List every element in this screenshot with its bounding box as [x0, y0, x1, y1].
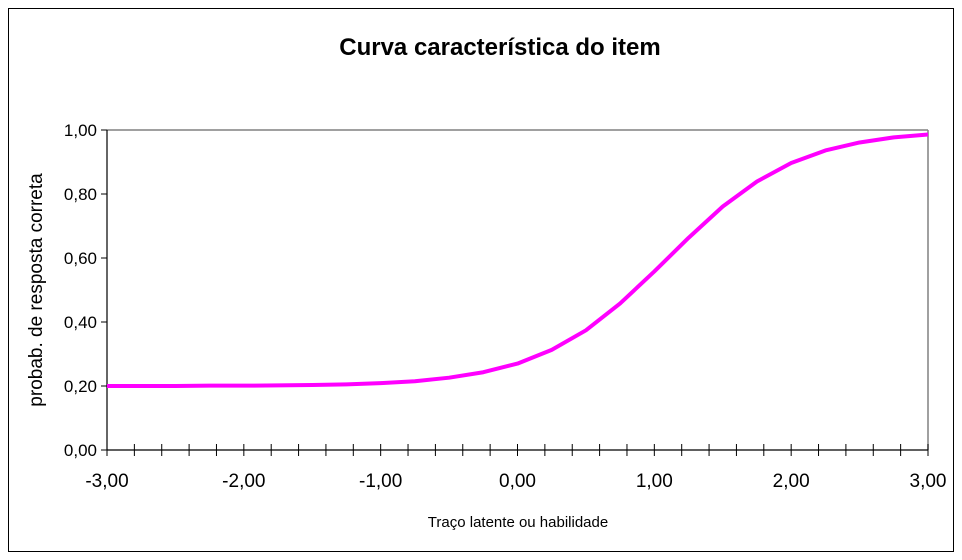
y-tick-label: 1,00 — [64, 121, 97, 140]
chart-border — [8, 8, 954, 552]
x-tick-label: 1,00 — [636, 471, 673, 492]
x-tick-label: 3,00 — [910, 471, 947, 492]
chart-title: Curva característica do item — [339, 34, 660, 61]
x-tick-label: 2,00 — [773, 471, 810, 492]
y-tick-label: 0,40 — [64, 313, 97, 332]
series-line — [107, 132, 929, 388]
y-tick-label: 0,60 — [64, 249, 97, 268]
x-tick-label: -3,00 — [85, 471, 128, 492]
y-axis-label: probab. de resposta correta — [26, 173, 47, 407]
y-tick-label: 0,00 — [64, 441, 97, 460]
x-axis-label: Traço latente ou habilidade — [428, 514, 608, 531]
y-tick-label: 0,80 — [64, 185, 97, 204]
x-tick-label: -2,00 — [222, 471, 265, 492]
x-tick-label: 0,00 — [499, 471, 536, 492]
x-tick-label: -1,00 — [359, 471, 402, 492]
y-tick-label: 0,20 — [64, 377, 97, 396]
